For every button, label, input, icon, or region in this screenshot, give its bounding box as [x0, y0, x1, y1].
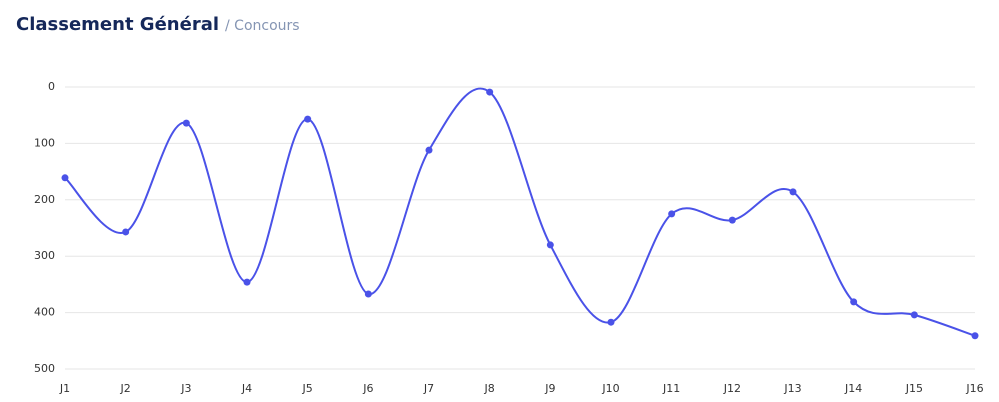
- x-tick-label: J3: [180, 382, 191, 395]
- point: [304, 115, 312, 123]
- y-tick-label: 200: [34, 193, 55, 206]
- x-tick-label: J16: [965, 382, 983, 395]
- point: [122, 228, 130, 236]
- point: [182, 119, 190, 127]
- point: [728, 216, 736, 224]
- x-tick-label: J6: [362, 382, 373, 395]
- chart-subtitle: / Concours: [225, 18, 300, 34]
- point: [910, 311, 918, 319]
- point: [364, 290, 372, 298]
- x-tick-label: J15: [905, 382, 923, 395]
- x-tick-label: J14: [844, 382, 862, 395]
- point: [789, 188, 797, 196]
- y-tick-label: 100: [34, 136, 55, 149]
- point: [607, 318, 615, 326]
- chart-title: Classement Général: [16, 14, 219, 35]
- x-tick-label: J9: [544, 382, 555, 395]
- y-tick-label: 0: [48, 80, 55, 93]
- x-tick-label: J4: [241, 382, 252, 395]
- point: [850, 298, 858, 306]
- y-tick-label: 500: [34, 362, 55, 375]
- x-tick-label: J5: [302, 382, 313, 395]
- y-tick-label: 300: [34, 249, 55, 262]
- point: [546, 241, 554, 249]
- y-tick-label: 400: [34, 306, 55, 319]
- x-tick-label: J8: [484, 382, 495, 395]
- x-tick-label: J11: [662, 382, 680, 395]
- point: [425, 146, 433, 154]
- x-tick-label: J7: [423, 382, 434, 395]
- x-tick-label: J1: [59, 382, 70, 395]
- line: [64, 87, 976, 337]
- point: [668, 210, 676, 218]
- x-tick-label: J12: [723, 382, 741, 395]
- x-tick-label: J13: [783, 382, 801, 395]
- point: [243, 278, 251, 286]
- x-tick-label: J2: [120, 382, 131, 395]
- point: [486, 88, 494, 96]
- point: [971, 332, 979, 340]
- x-tick-label: J10: [601, 382, 619, 395]
- point: [61, 174, 69, 182]
